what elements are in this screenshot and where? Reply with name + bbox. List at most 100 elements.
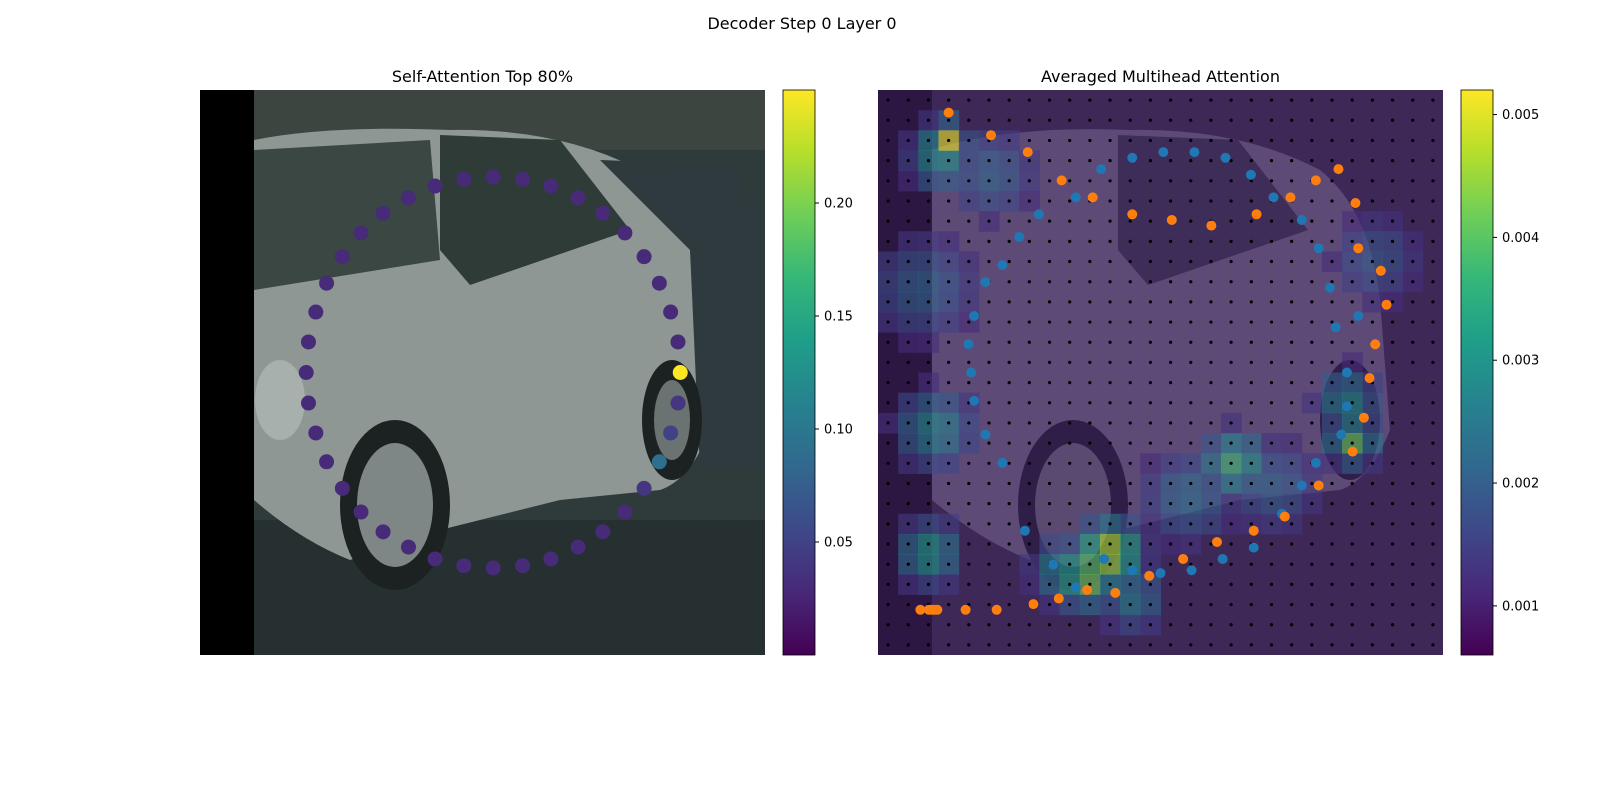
figure-suptitle: Decoder Step 0 Layer 0: [707, 14, 896, 33]
grid-dot: [1249, 219, 1253, 223]
grid-dot: [926, 461, 931, 465]
query-point-21: [1245, 169, 1256, 180]
grid-dot: [1249, 280, 1253, 284]
grid-dot: [947, 562, 951, 566]
self-attention-point-21: [300, 334, 316, 350]
query-point-12: [1336, 429, 1347, 440]
grid-dot: [926, 502, 931, 506]
grid-dot: [1411, 320, 1415, 324]
grid-dot: [1189, 280, 1193, 284]
grid-dot: [1390, 582, 1395, 586]
grid-dot: [1390, 159, 1395, 163]
grid-dot: [1128, 441, 1132, 445]
grid-dot: [1330, 340, 1334, 344]
grid-dot: [1047, 441, 1052, 445]
grid-dot: [947, 441, 951, 445]
grid-dot: [1128, 259, 1132, 264]
sampled-point-17: [1364, 373, 1375, 384]
self-attention-point-26: [375, 205, 391, 221]
grid-dot: [1128, 380, 1132, 385]
grid-dot: [1209, 280, 1213, 284]
grid-dot: [1390, 602, 1395, 607]
grid-dot: [1229, 643, 1233, 647]
grid-dot: [1168, 522, 1173, 526]
grid-dot: [1229, 118, 1233, 122]
grid-dot: [1390, 199, 1395, 203]
grid-dot: [1128, 461, 1132, 465]
grid-dot: [947, 421, 951, 425]
grid-dot: [886, 623, 890, 627]
self-attention-point-6: [595, 524, 611, 540]
grid-dot: [1128, 481, 1132, 486]
grid-dot: [1027, 340, 1031, 344]
sampled-point-33: [915, 604, 926, 615]
grid-dot: [1148, 522, 1153, 526]
grid-dot: [926, 643, 931, 647]
grid-dot: [1027, 219, 1031, 223]
grid-dot: [1128, 522, 1132, 526]
grid-dot: [1350, 582, 1354, 586]
grid-dot: [1128, 502, 1132, 506]
self-attention-point-39: [670, 334, 686, 350]
grid-dot: [1168, 441, 1173, 445]
grid-dot: [1411, 159, 1415, 163]
grid-dot: [1168, 118, 1173, 122]
sampled-point-2: [1022, 147, 1033, 158]
grid-dot: [886, 461, 890, 465]
grid-dot: [947, 98, 951, 102]
grid-dot: [1128, 300, 1132, 304]
grid-dot: [1370, 401, 1374, 405]
grid-dot: [1088, 360, 1092, 365]
grid-dot: [886, 522, 890, 526]
grid-dot: [1007, 582, 1011, 586]
self-attention-point-7: [570, 539, 586, 555]
grid-dot: [1088, 300, 1092, 304]
grid-dot: [947, 602, 951, 607]
grid-dot: [1411, 481, 1415, 486]
grid-dot: [1431, 320, 1435, 324]
grid-dot: [1088, 401, 1092, 405]
grid-dot: [1290, 481, 1294, 486]
grid-dot: [1330, 421, 1334, 425]
query-point-15: [1341, 401, 1352, 412]
grid-dot: [1370, 421, 1374, 425]
grid-dot: [1189, 481, 1193, 486]
grid-dot: [987, 360, 991, 365]
grid-dot: [1290, 542, 1294, 546]
grid-dot: [906, 360, 910, 365]
grid-dot: [1108, 259, 1112, 264]
self-attention-point-27: [400, 190, 416, 206]
grid-dot: [1128, 199, 1132, 203]
grid-dot: [1007, 643, 1011, 647]
grid-dot: [886, 199, 890, 203]
grid-dot: [1148, 502, 1153, 506]
grid-dot: [967, 623, 971, 627]
grid-dot: [1350, 239, 1354, 243]
grid-dot: [1350, 259, 1354, 264]
grid-dot: [1390, 502, 1395, 506]
grid-dot: [1390, 421, 1395, 425]
grid-dot: [1370, 159, 1374, 163]
grid-dot: [1269, 421, 1274, 425]
grid-dot: [1290, 582, 1294, 586]
grid-dot: [1249, 259, 1253, 264]
grid-dot: [1229, 340, 1233, 344]
query-point-33: [963, 339, 974, 350]
grid-dot: [1128, 602, 1132, 607]
grid-dot: [947, 199, 951, 203]
grid-dot: [1370, 602, 1374, 607]
grid-dot: [1310, 441, 1314, 445]
grid-dot: [1370, 461, 1374, 465]
grid-dot: [1411, 582, 1415, 586]
grid-dot: [1350, 340, 1354, 344]
self-attention-point-12: [427, 551, 443, 567]
self-attention-point-24: [334, 249, 350, 265]
grid-dot: [1269, 98, 1274, 102]
grid-dot: [1047, 623, 1052, 627]
grid-dot: [1209, 199, 1213, 203]
grid-dot: [1431, 380, 1435, 385]
grid-dot: [926, 320, 931, 324]
grid-dot: [1047, 643, 1052, 647]
grid-dot: [1350, 643, 1354, 647]
grid-dot: [1088, 643, 1092, 647]
